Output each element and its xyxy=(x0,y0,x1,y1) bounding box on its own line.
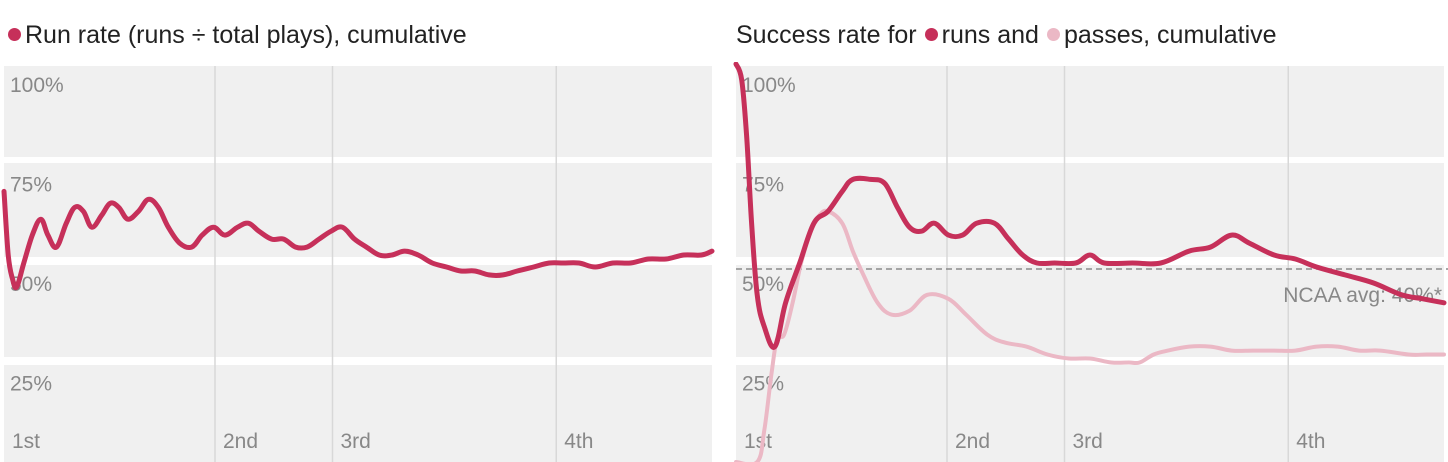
y-tick-label: 100% xyxy=(742,74,796,97)
success-rate-panel: Success rate for runs and passes, cumulati… xyxy=(732,0,1448,462)
run-rate-chart: 100%75%50%25%1st 2nd 3rd 4th xyxy=(1,66,715,462)
success-rate-title-part-3: passes, cumulative xyxy=(1063,21,1277,49)
x-tick-label: 1st xyxy=(744,430,772,453)
passes-series-dot xyxy=(1046,27,1060,41)
y-tick-label: 25% xyxy=(10,373,52,396)
background-band xyxy=(736,365,1444,462)
background-band xyxy=(4,365,712,462)
y-tick-label: 50% xyxy=(742,273,784,296)
ncaa-average-label: NCAA avg: 40%* xyxy=(1283,284,1442,307)
run-rate-title: Run rate (runs ÷ total plays), cumulativ… xyxy=(8,18,467,52)
y-tick-label: 75% xyxy=(10,174,52,197)
success-rate-title-part-1: Success rate for xyxy=(736,21,917,49)
x-tick-label: 4th xyxy=(564,430,593,453)
run-rate-title-text: Run rate (runs ÷ total plays), cumulativ… xyxy=(25,21,467,49)
success-rate-title: Success rate for runs and passes, cumulati… xyxy=(736,18,1277,52)
x-tick-label: 3rd xyxy=(341,430,371,453)
success-rate-chart: 100% 75% 50% 25% 1st 2nd 3rd 4th NCAA avg: 40%* xyxy=(733,62,1448,462)
x-tick-label: 1st xyxy=(12,430,40,453)
run-series-line xyxy=(733,62,1447,350)
success-rate-title-part-2: runs and xyxy=(941,21,1039,49)
run-rate-panel: Run rate (runs ÷ total plays), cumulativ… xyxy=(0,0,716,462)
background-band xyxy=(4,265,712,357)
background-band xyxy=(736,163,1444,257)
background-band xyxy=(736,66,1444,157)
run-series-line xyxy=(1,188,715,291)
y-tick-label: 75% xyxy=(742,174,784,197)
runs-series-dot xyxy=(924,27,938,41)
y-tick-label: 100% xyxy=(10,74,64,97)
run-series-dot xyxy=(8,27,21,41)
x-tick-label: 2nd xyxy=(955,430,990,453)
x-tick-label: 3rd xyxy=(1073,430,1103,453)
background-band xyxy=(4,66,712,157)
y-tick-label: 25% xyxy=(742,373,784,396)
background-band xyxy=(736,265,1444,357)
x-tick-label: 4th xyxy=(1296,430,1325,453)
x-tick-label: 2nd xyxy=(223,430,258,453)
